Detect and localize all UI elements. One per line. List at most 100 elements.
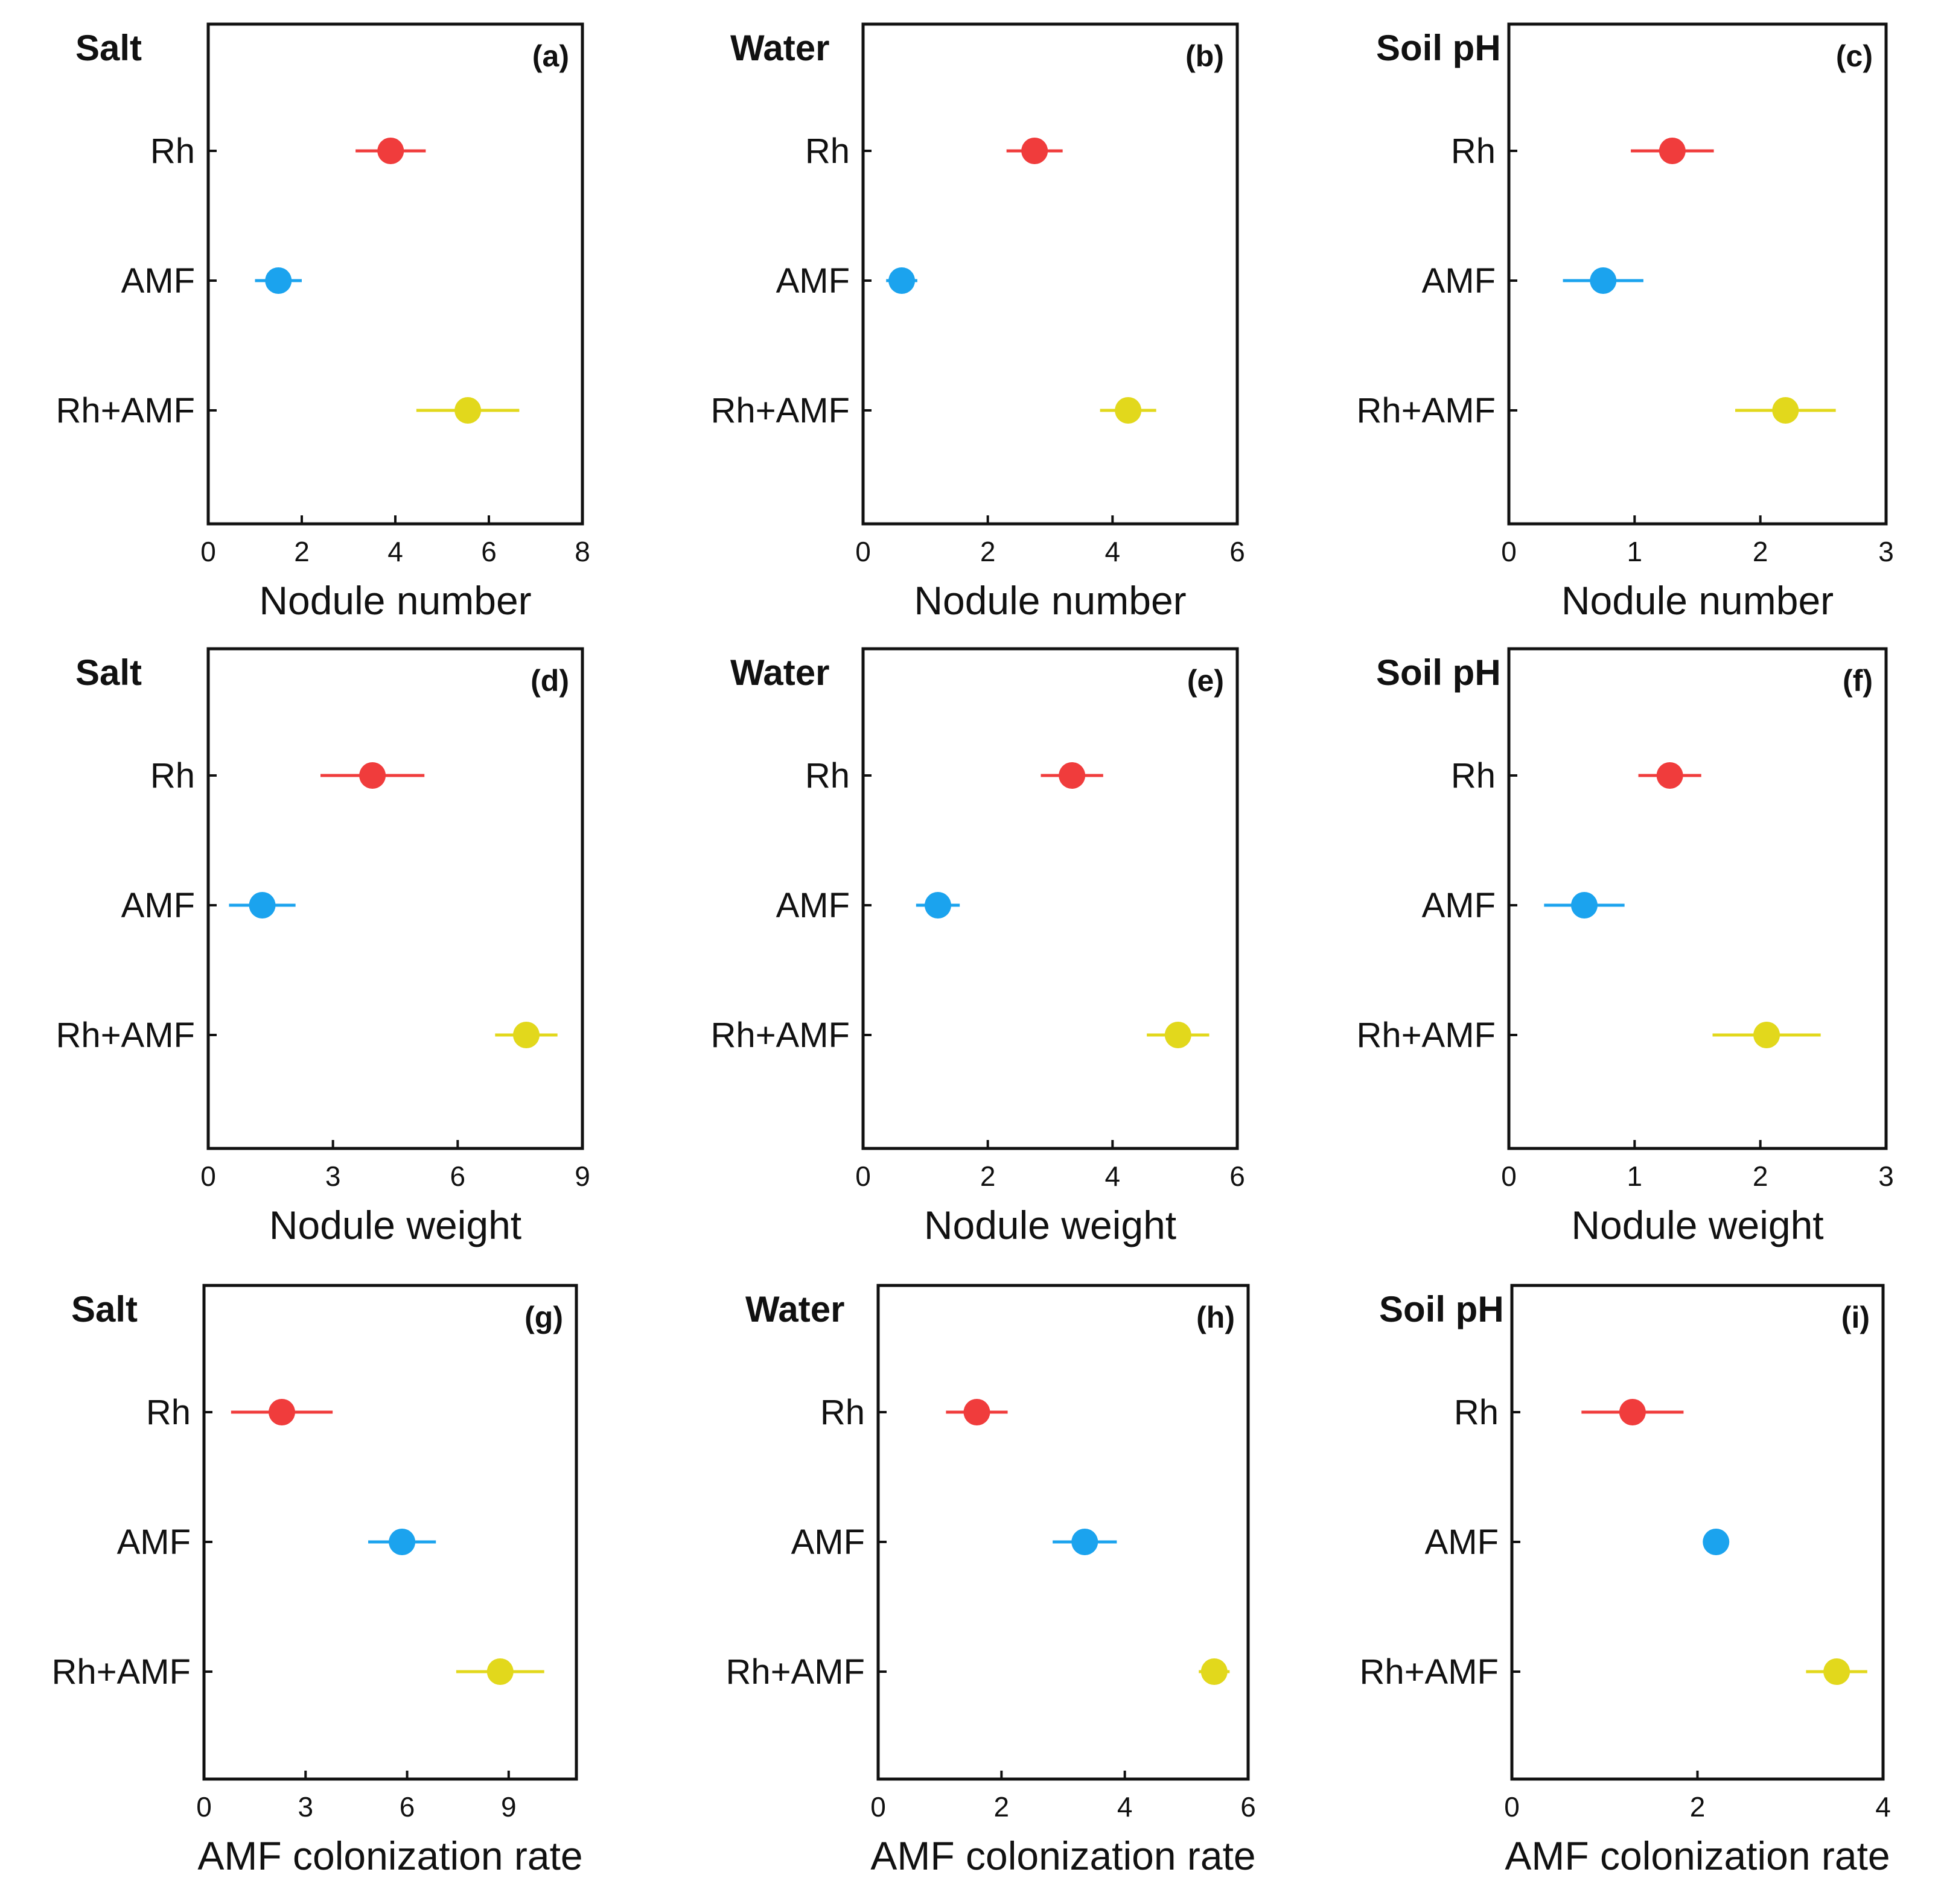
stress-label: Soil pH: [1376, 28, 1501, 68]
x-axis-title: Nodule number: [914, 578, 1186, 623]
x-tick-label: 0: [196, 1791, 212, 1823]
y-tick-label: AMF: [121, 886, 195, 925]
panel-letter: (i): [1841, 1301, 1870, 1334]
panel-c: Soil pH (c) 0 1 2 3 Nodule number Rh AMF Rh+AMF: [1357, 22, 1894, 623]
x-tick-label: 6: [1229, 1161, 1245, 1192]
data-point-rh-amf: [513, 1022, 540, 1048]
panel-letter: (e): [1187, 664, 1224, 698]
x-tick-label: 2: [1753, 1161, 1768, 1192]
y-tick-label: Rh+AMF: [711, 391, 850, 430]
x-tick-label: 2: [980, 536, 996, 567]
x-tick-label: 0: [1501, 1161, 1517, 1192]
data-point-rh: [1656, 762, 1683, 789]
panel-e: Water (e) 0 2 4 6 Nodule weight Rh AMF Rh+AMF: [711, 647, 1245, 1247]
data-point-amf: [1571, 892, 1598, 919]
plot-frame: [1507, 22, 1888, 526]
data-point-rh: [963, 1399, 990, 1425]
data-point-rh-amf: [1753, 1022, 1780, 1048]
data-point-amf: [1071, 1529, 1098, 1555]
panel-letter: (b): [1185, 39, 1224, 73]
data-point-rh-amf: [454, 397, 482, 424]
y-tick-label: Rh: [150, 756, 195, 795]
panel-d: Salt (d) 0 3 6 9 Nodule weight Rh AMF Rh+AMF: [56, 647, 590, 1247]
data-point-rh: [1021, 138, 1048, 164]
x-tick-label: 2: [1690, 1791, 1706, 1823]
x-tick-label: 4: [387, 536, 403, 567]
x-tick-label: 6: [400, 1791, 415, 1823]
x-axis-title: Nodule number: [1561, 578, 1834, 623]
x-tick-label: 0: [855, 536, 871, 567]
x-tick-label: 0: [855, 1161, 871, 1192]
data-point-amf: [249, 892, 276, 919]
y-tick-label: AMF: [121, 261, 195, 301]
panel-h: Water (h) 0 2 4 6 AMF colonization rate Rh AMF Rh…: [726, 1284, 1256, 1878]
x-axis-title: AMF colonization rate: [870, 1833, 1255, 1878]
x-tick-label: 2: [994, 1791, 1010, 1823]
x-axis-title: AMF colonization rate: [1505, 1833, 1890, 1878]
x-tick-label: 4: [1875, 1791, 1891, 1823]
y-tick-label: Rh: [1451, 756, 1496, 795]
data-point-amf: [1590, 267, 1617, 294]
data-point-rh: [1059, 762, 1086, 789]
x-tick-label: 0: [1504, 1791, 1520, 1823]
plot-frame: [1510, 1284, 1885, 1781]
data-point-rh-amf: [486, 1658, 514, 1685]
x-tick-label: 6: [481, 536, 497, 567]
plot-frame: [861, 22, 1239, 526]
y-tick-label: AMF: [1422, 886, 1496, 925]
data-point-amf: [925, 892, 951, 919]
plot-frame: [1507, 647, 1888, 1150]
x-tick-label: 2: [980, 1161, 996, 1192]
data-point-rh-amf: [1823, 1658, 1850, 1685]
data-point-rh-amf: [1164, 1022, 1191, 1048]
y-tick-label: Rh+AMF: [1357, 1016, 1496, 1055]
x-tick-label: 9: [575, 1161, 590, 1192]
x-tick-label: 3: [325, 1161, 341, 1192]
x-tick-label: 3: [1878, 1161, 1894, 1192]
panel-g: Salt (g) 0 3 6 9 AMF colonization rate Rh AMF Rh+…: [52, 1284, 583, 1878]
data-point-rh: [1659, 138, 1686, 164]
y-tick-label: Rh: [150, 132, 195, 171]
panel-f: Soil pH (f) 0 1 2 3 Nodule weight Rh AMF Rh+AMF: [1357, 647, 1894, 1247]
x-tick-label: 0: [1501, 536, 1517, 567]
x-tick-label: 0: [200, 1161, 216, 1192]
data-point-amf: [389, 1529, 416, 1555]
data-point-rh: [269, 1399, 296, 1425]
x-tick-label: 8: [575, 536, 590, 567]
y-tick-label: Rh: [146, 1393, 191, 1432]
stress-label: Water: [730, 652, 829, 693]
stress-label: Salt: [75, 652, 142, 693]
y-tick-label: Rh: [805, 132, 850, 171]
x-axis-title: Nodule weight: [1571, 1203, 1823, 1247]
plot-frame: [202, 1284, 578, 1781]
y-tick-label: Rh+AMF: [726, 1652, 865, 1692]
x-tick-label: 0: [200, 536, 216, 567]
data-point-amf: [888, 267, 916, 294]
plot-frame: [206, 647, 584, 1150]
panel-letter: (c): [1836, 39, 1873, 73]
y-tick-label: Rh+AMF: [56, 1016, 195, 1055]
stress-label: Salt: [75, 28, 142, 68]
panel-a: Salt (a) 0 2 4 6 8 Nodule number Rh AMF Rh+AMF: [56, 22, 590, 623]
y-tick-label: AMF: [1425, 1523, 1499, 1562]
x-tick-label: 2: [1753, 536, 1768, 567]
x-tick-label: 3: [298, 1791, 313, 1823]
y-tick-label: Rh: [1454, 1393, 1499, 1432]
y-tick-label: AMF: [791, 1523, 865, 1562]
data-point-amf: [265, 267, 292, 294]
data-point-rh: [1619, 1399, 1646, 1425]
plot-frame: [206, 22, 584, 526]
data-point-rh: [377, 138, 404, 164]
x-axis-title: Nodule weight: [924, 1203, 1176, 1247]
x-tick-label: 6: [450, 1161, 466, 1192]
data-point-rh-amf: [1772, 397, 1799, 424]
y-tick-label: Rh+AMF: [52, 1652, 191, 1692]
x-tick-label: 6: [1240, 1791, 1256, 1823]
panel-letter: (g): [524, 1301, 563, 1334]
y-tick-label: Rh+AMF: [56, 391, 195, 430]
y-tick-label: Rh+AMF: [711, 1016, 850, 1055]
stress-label: Soil pH: [1379, 1289, 1504, 1329]
stress-label: Soil pH: [1376, 652, 1501, 693]
panel-letter: (f): [1843, 664, 1873, 698]
y-tick-label: AMF: [117, 1523, 191, 1562]
